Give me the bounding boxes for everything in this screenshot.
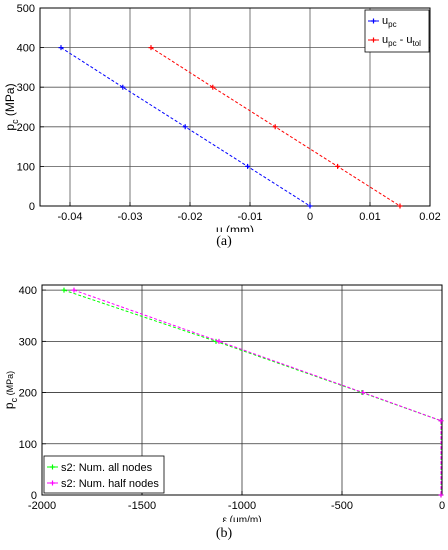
series-point-2 xyxy=(272,124,278,130)
y-tick-label: 400 xyxy=(17,43,35,55)
x-tick-label: 0.02 xyxy=(419,211,440,223)
y-axis-label: pc (MPa) xyxy=(2,371,19,409)
y-tick-label: 400 xyxy=(19,285,37,297)
series-point-2 xyxy=(71,287,77,293)
series-point-1 xyxy=(245,163,251,169)
x-tick-label: -0.02 xyxy=(177,211,202,223)
legend-swatch-marker xyxy=(50,480,55,486)
x-tick-label: -500 xyxy=(331,500,353,512)
series-point-2 xyxy=(438,418,444,424)
y-tick-label: 0 xyxy=(31,490,37,502)
series-point-2 xyxy=(148,45,154,51)
x-tick-label: -0.01 xyxy=(237,211,262,223)
legend-box xyxy=(43,455,165,494)
x-tick-label: -0.03 xyxy=(117,211,142,223)
y-tick-label: 200 xyxy=(19,388,37,400)
x-tick-label: -2000 xyxy=(28,500,56,512)
plot-frame xyxy=(39,7,431,207)
series-point-2 xyxy=(335,163,341,169)
series-point-1 xyxy=(58,45,64,51)
legend-label-1: s2: Num. all nodes xyxy=(61,462,153,474)
y-tick-label: 300 xyxy=(17,82,35,94)
chart-a: -0.04 -0.03 -0.02 -0.01 0 0.01 0.02 0 100 200 300 4… xyxy=(3,3,441,232)
x-axis-label: u (mm) xyxy=(216,223,254,232)
x-tick-label: 0 xyxy=(439,500,445,512)
series-point-1 xyxy=(307,203,313,209)
y-tick-label: 100 xyxy=(17,161,35,173)
series-point-2 xyxy=(210,84,216,90)
series-point-1 xyxy=(120,84,126,90)
legend-label-2: s2: Num. half nodes xyxy=(61,478,159,490)
x-tick-label: -1500 xyxy=(128,500,156,512)
y-tick-label: 500 xyxy=(17,3,35,15)
caption-a: (a) xyxy=(216,234,232,249)
x-tick-label: 0 xyxy=(307,211,313,223)
legend-label-1: upc xyxy=(382,15,397,29)
series-point-2 xyxy=(397,203,403,209)
legend-swatch-marker xyxy=(371,37,376,43)
legend-label-2: upc - utol xyxy=(382,34,421,48)
y-tick-label: 200 xyxy=(17,122,35,134)
legend-swatch-marker xyxy=(371,18,376,24)
x-tick-label: -0.04 xyxy=(57,211,82,223)
series-point-1 xyxy=(182,124,188,130)
series-point-2 xyxy=(360,390,366,396)
y-tick-label: 0 xyxy=(29,201,35,213)
x-tick-label: 0.01 xyxy=(359,211,380,223)
series-point-2 xyxy=(216,338,222,344)
y-tick-label: 100 xyxy=(19,439,37,451)
legend-swatch-marker xyxy=(50,464,55,470)
legend-box xyxy=(364,9,430,53)
caption-b: (b) xyxy=(215,526,233,541)
x-axis-label: ε (μm/m) xyxy=(222,515,261,522)
chart-b: -2000 -1500 -1000 -500 0 0 100 200 300 400 ε (μm/m… xyxy=(2,284,445,522)
y-axis-label: pc (MPa) xyxy=(3,83,20,130)
y-tick-label: 300 xyxy=(19,336,37,348)
x-tick-label: -1000 xyxy=(228,500,256,512)
series-point-1 xyxy=(61,287,67,293)
series-point-2 xyxy=(438,492,444,498)
